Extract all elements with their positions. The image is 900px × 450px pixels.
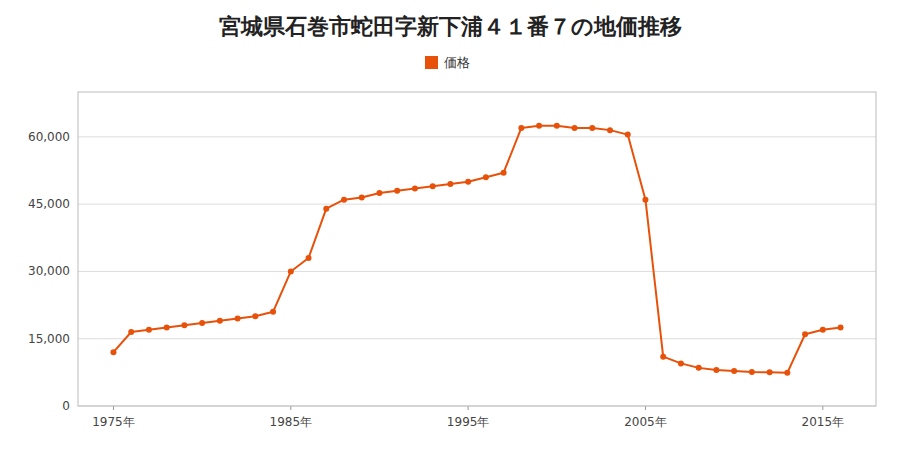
point — [110, 349, 116, 355]
point — [554, 123, 560, 129]
grid-line — [78, 136, 876, 137]
point — [146, 327, 152, 333]
y-tick-label: 30,000 — [28, 264, 70, 278]
point — [465, 179, 471, 185]
point — [536, 123, 542, 129]
point — [217, 318, 223, 324]
point — [412, 185, 418, 191]
point — [607, 127, 613, 133]
x-tick — [290, 406, 291, 410]
y-tick-label: 15,000 — [28, 332, 70, 346]
x-tick-label: 1985年 — [270, 415, 313, 429]
point — [235, 316, 241, 322]
point — [430, 183, 436, 189]
point — [731, 368, 737, 374]
line — [113, 126, 840, 373]
point — [181, 322, 187, 328]
point — [696, 365, 702, 371]
grid-line — [78, 338, 876, 339]
point — [164, 325, 170, 331]
point — [306, 255, 312, 261]
axes: 0 15,000 30,000 45,000 60,000 1975年 1985年 1995年… — [28, 130, 844, 429]
x-tick — [822, 406, 823, 410]
point — [288, 268, 294, 274]
legend: 価格 — [425, 55, 470, 70]
legend-swatch — [425, 56, 438, 69]
title: 宮城県石巻市蛇田字新下浦４１番７の地価推移 — [219, 14, 682, 39]
grid — [78, 137, 876, 406]
point — [838, 325, 844, 331]
x-tick — [468, 406, 469, 410]
x-tick — [113, 406, 114, 410]
point — [660, 354, 666, 360]
plot-area — [110, 123, 843, 376]
point — [713, 367, 719, 373]
point — [625, 132, 631, 138]
point — [589, 125, 595, 131]
point — [270, 309, 276, 315]
point — [323, 206, 329, 212]
point — [518, 125, 524, 131]
grid-line — [78, 271, 876, 272]
point — [642, 197, 648, 203]
legend-label: 価格 — [444, 55, 470, 70]
x-tick-label: 2005年 — [624, 415, 667, 429]
point — [359, 194, 365, 200]
point — [678, 360, 684, 366]
point — [483, 174, 489, 180]
point — [501, 170, 507, 176]
point — [447, 181, 453, 187]
point — [394, 188, 400, 194]
x-tick-label: 2015年 — [802, 415, 845, 429]
y-tick-label: 0 — [62, 399, 70, 413]
point — [784, 370, 790, 376]
point — [252, 313, 258, 319]
point — [820, 327, 826, 333]
x-tick-label: 1995年 — [447, 415, 490, 429]
y-tick-label: 60,000 — [28, 130, 70, 144]
x-tick — [645, 406, 646, 410]
chart: 宮城県石巻市蛇田字新下浦４１番７の地価推移 0 15,000 30,000 45,000… — [0, 0, 900, 450]
point — [341, 197, 347, 203]
point — [802, 331, 808, 337]
point — [572, 125, 578, 131]
point — [199, 320, 205, 326]
point — [749, 369, 755, 375]
plot-frame — [78, 92, 876, 406]
point — [128, 329, 134, 335]
grid-line — [78, 204, 876, 205]
point — [376, 190, 382, 196]
x-tick-label: 1975年 — [92, 415, 135, 429]
y-tick-label: 45,000 — [28, 197, 70, 211]
point — [767, 369, 773, 375]
